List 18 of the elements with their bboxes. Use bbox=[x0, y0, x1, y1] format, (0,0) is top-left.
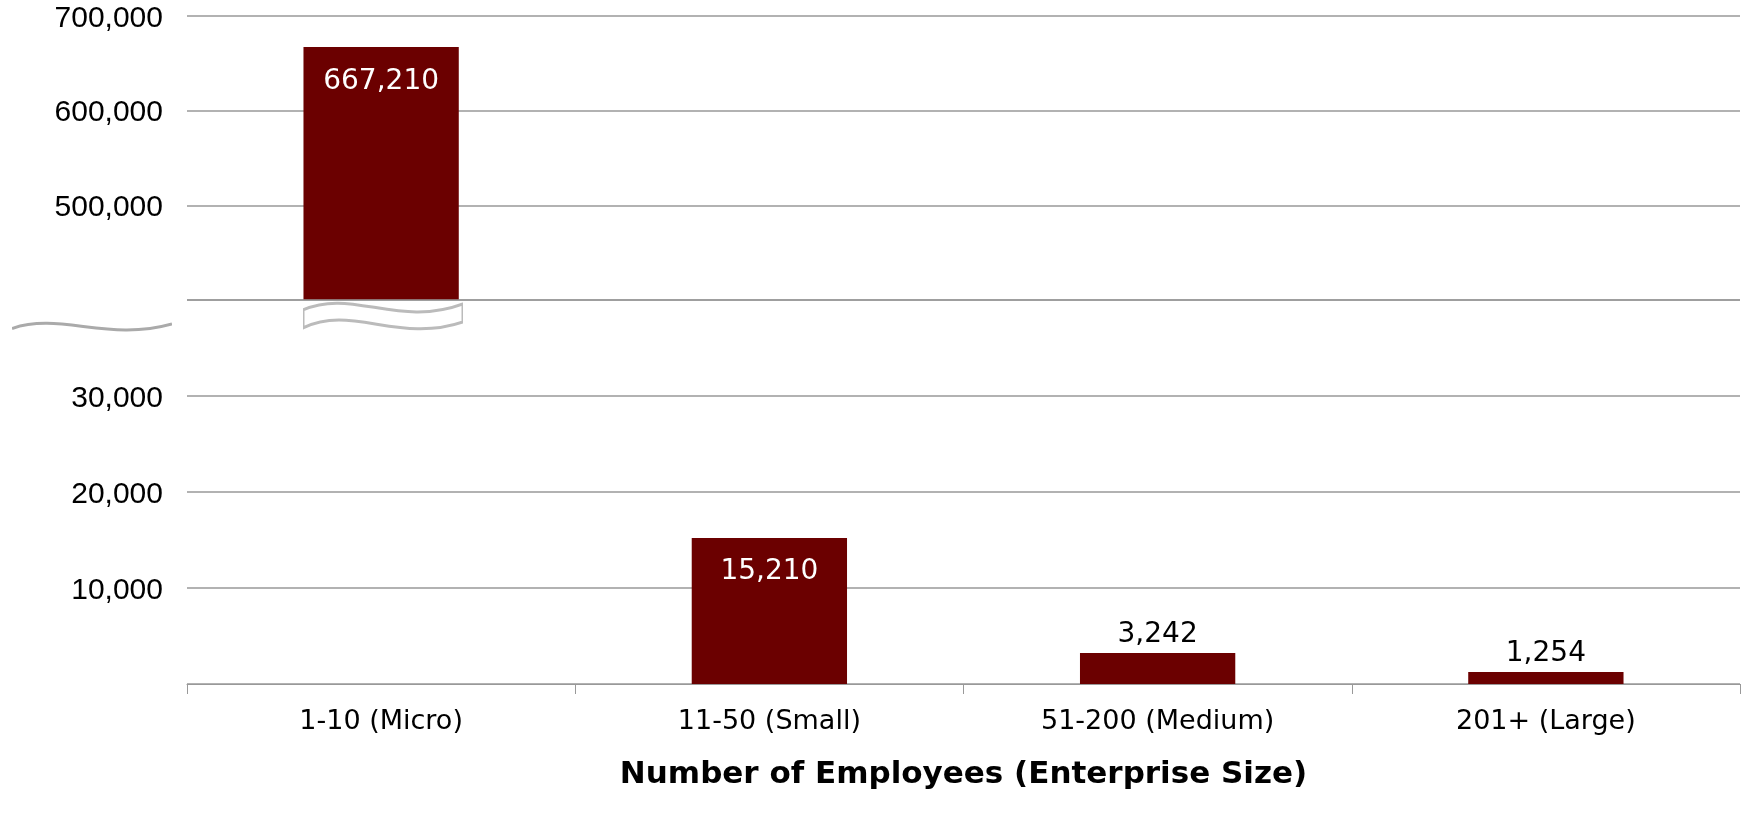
data-label: 15,210 bbox=[720, 553, 819, 587]
bar bbox=[1079, 652, 1236, 684]
x-tick-label: 201+ (Large) bbox=[1455, 704, 1636, 735]
data-label: 1,254 bbox=[1505, 635, 1586, 669]
y-tick-label: 10,000 bbox=[71, 571, 163, 605]
bar bbox=[1468, 671, 1624, 684]
data-label: 3,242 bbox=[1117, 616, 1198, 650]
y-tick-label: 20,000 bbox=[71, 475, 163, 509]
x-axis-title: Number of Employees (Enterprise Size) bbox=[619, 753, 1308, 790]
bar bbox=[691, 537, 848, 684]
data-label: 667,210 bbox=[323, 62, 440, 96]
x-tick-label: 51-200 (Medium) bbox=[1041, 704, 1275, 735]
y-tick-label: 700,000 bbox=[54, 0, 163, 33]
y-tick-label: 30,000 bbox=[71, 379, 163, 413]
x-tick-label: 1-10 (Micro) bbox=[299, 704, 463, 735]
x-tick-label: 11-50 (Small) bbox=[677, 704, 861, 735]
y-tick-label: 500,000 bbox=[54, 188, 163, 222]
y-tick-label: 600,000 bbox=[54, 94, 163, 128]
